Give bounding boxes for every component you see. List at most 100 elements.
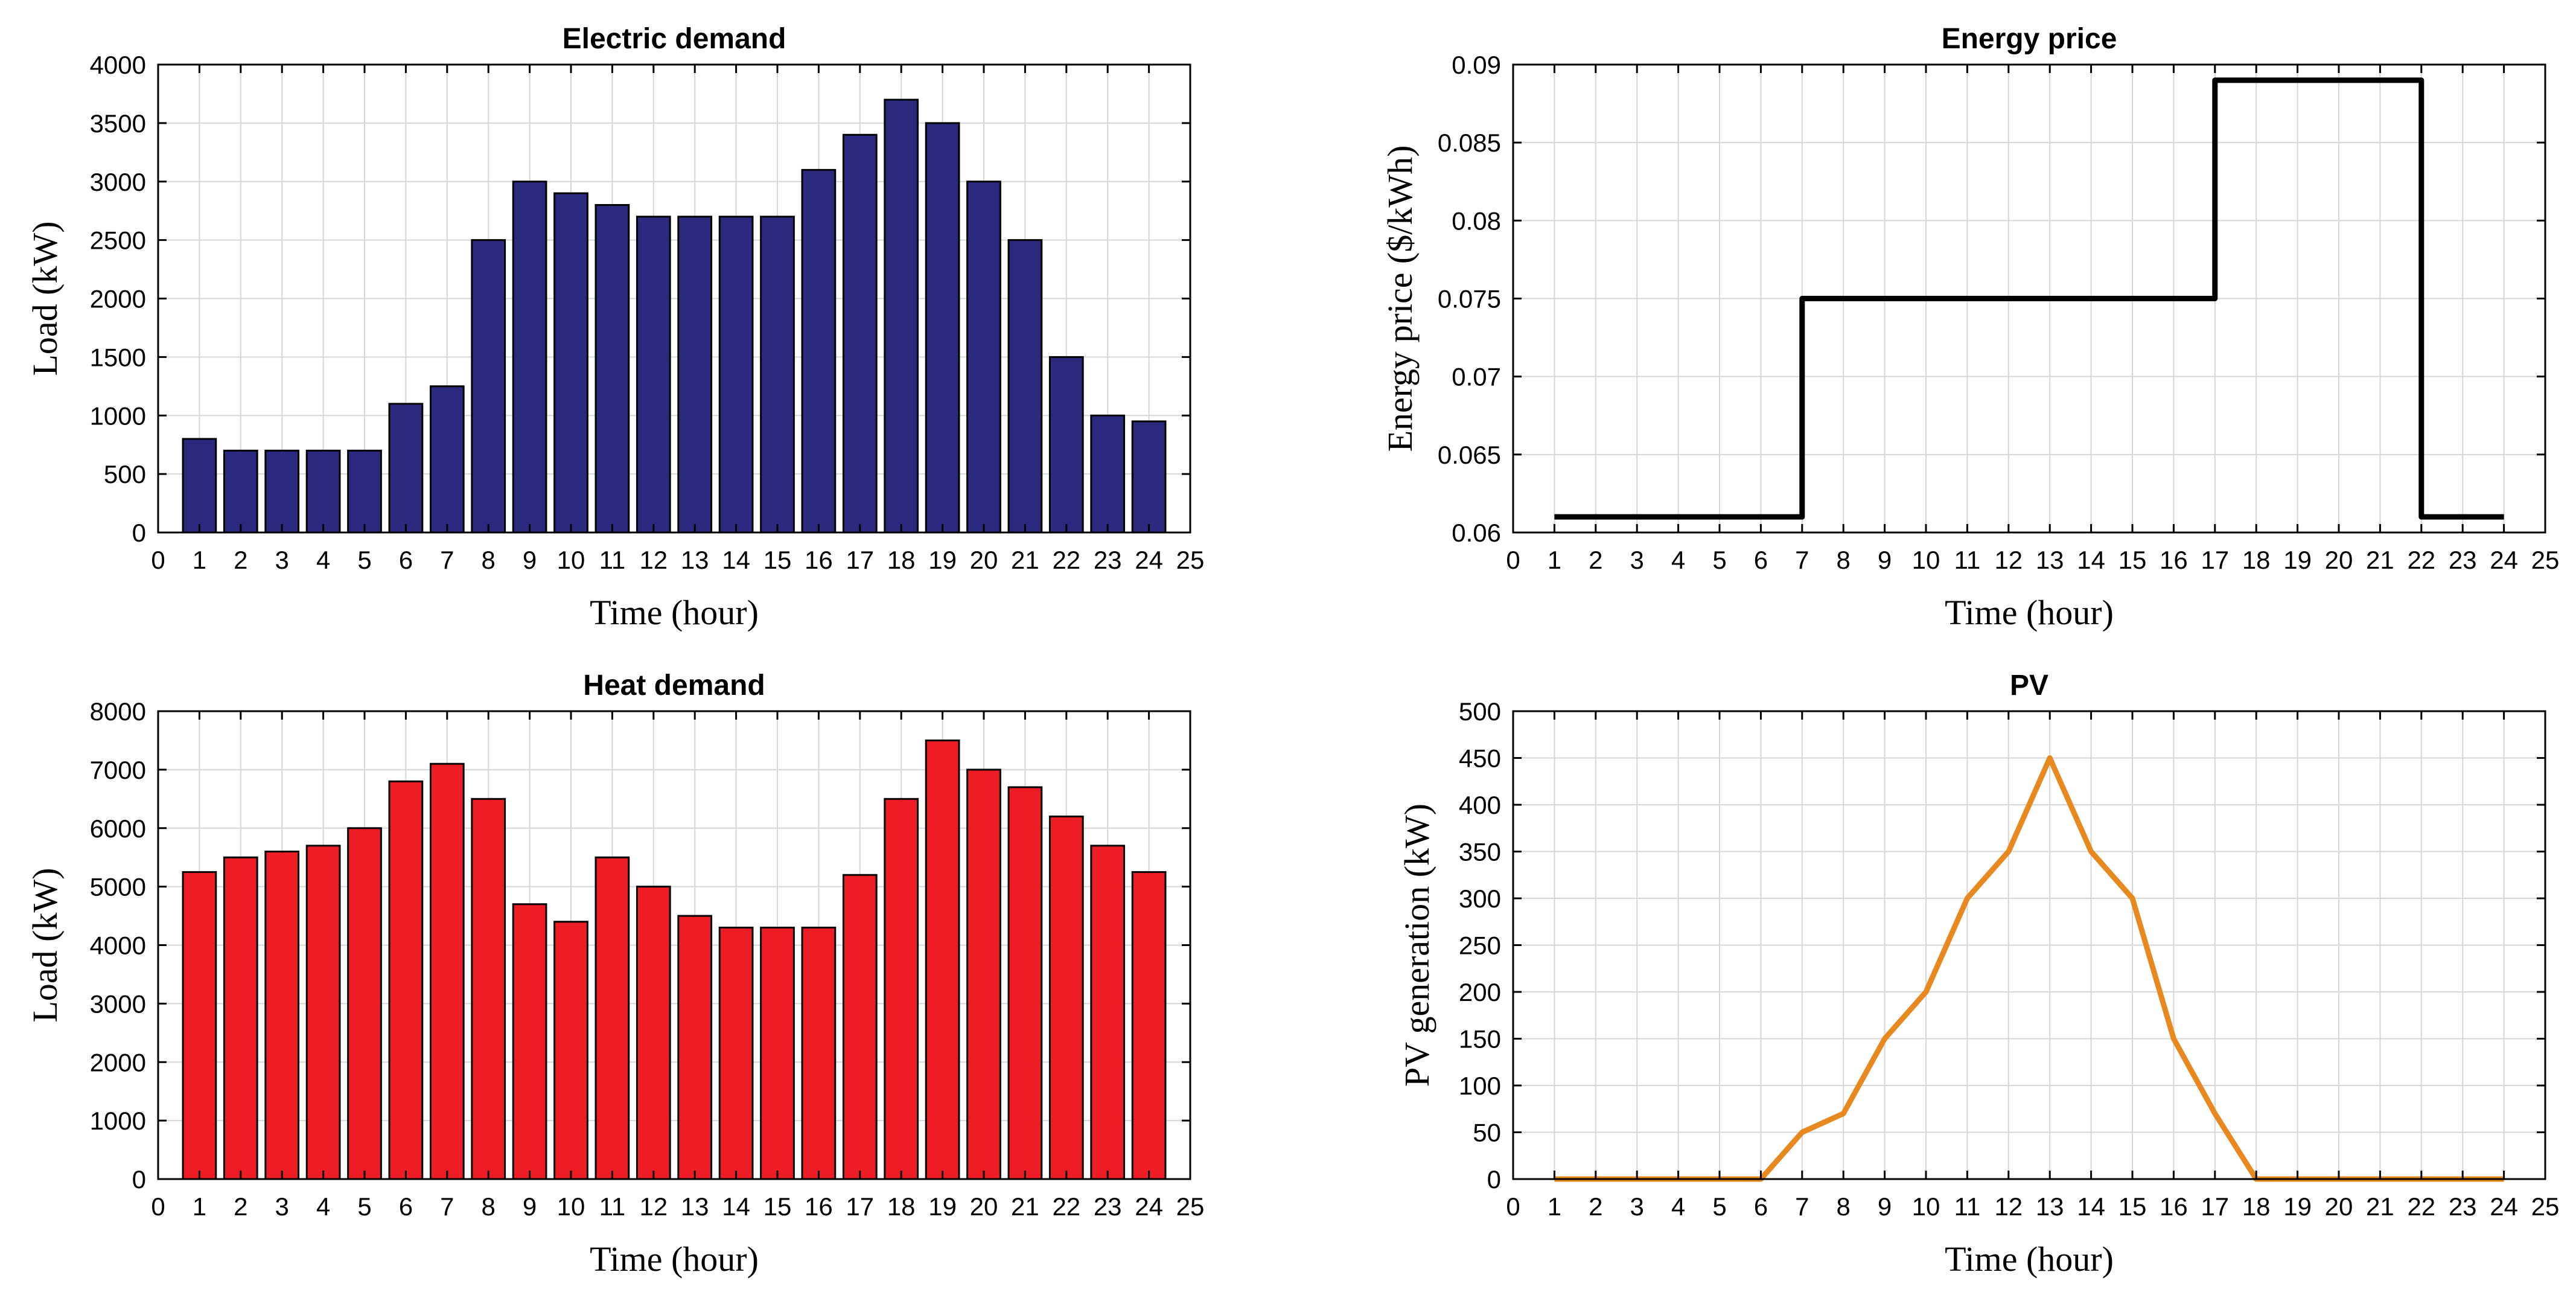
heat-x-axis-label: Time (hour): [590, 1239, 759, 1279]
electric-bar-hour-6: [388, 403, 424, 534]
price-chart: 0 1 2 3 4 5 6 7 8 9 10 11 12 13 14 15 16 17 18 19 20 21 22 23 24…: [1380, 23, 2559, 632]
price-y-tick-label: 0.085: [1438, 129, 1501, 157]
heat-y-axis-label: Load (kW): [25, 868, 65, 1022]
heat-x-tick-label: 16: [805, 1192, 833, 1221]
heat-x-tick-label: 22: [1052, 1192, 1080, 1221]
electric-bar-hour-14: [718, 216, 754, 534]
electric-bar-hour-19: [925, 122, 960, 534]
pv-x-tick-label: 12: [1994, 1192, 2023, 1221]
price-x-tick-label: 1: [1548, 546, 1561, 574]
electric-bar-hour-4: [305, 449, 341, 534]
heat-y-tick-label: 2000: [90, 1048, 146, 1076]
pv-x-tick-label: 15: [2119, 1192, 2147, 1221]
heat-x-tick-label: 17: [846, 1192, 874, 1221]
electric-x-tick-label: 6: [399, 546, 413, 574]
pv-x-tick-label: 21: [2366, 1192, 2394, 1221]
pv-x-tick-label: 24: [2490, 1192, 2518, 1221]
heat-bar-hour-10: [553, 921, 588, 1180]
electric-bar-hour-2: [223, 449, 258, 534]
price-y-tick-label: 0.065: [1438, 441, 1501, 469]
price-x-tick-label: 21: [2366, 546, 2394, 574]
heat-x-tick-label: 14: [722, 1192, 750, 1221]
price-x-tick-label: 4: [1671, 546, 1685, 574]
heat-bar-hour-23: [1090, 845, 1126, 1180]
heat-bar-hour-15: [760, 926, 795, 1180]
price-y-tick-label: 0.075: [1438, 285, 1501, 313]
price-x-tick-label: 18: [2242, 546, 2271, 574]
pv-x-tick-label: 23: [2449, 1192, 2477, 1221]
price-y-tick-label: 0.06: [1452, 519, 1501, 547]
electric-x-tick-label: 4: [316, 546, 330, 574]
heat-bar-hour-3: [264, 851, 300, 1180]
electric-bar-hour-16: [801, 168, 837, 534]
electric-y-tick-label: 2000: [90, 285, 146, 313]
heat-bar-hour-1: [182, 871, 217, 1180]
heat-x-tick-label: 20: [970, 1192, 998, 1221]
electric-y-tick-label: 1000: [90, 401, 146, 430]
electric-bar-hour-7: [429, 385, 465, 534]
heat-x-tick-label: 24: [1135, 1192, 1163, 1221]
heat-bar-hour-24: [1131, 871, 1167, 1180]
heat-bar-hour-8: [471, 798, 506, 1180]
heat-y-tick-label: 7000: [90, 756, 146, 784]
electric-x-tick-label: 8: [482, 546, 496, 574]
price-x-tick-label: 13: [2036, 546, 2064, 574]
heat-y-tick-label: 6000: [90, 814, 146, 843]
price-x-tick-label: 15: [2119, 546, 2147, 574]
pv-x-tick-label: 11: [1954, 1192, 1981, 1221]
heat-x-tick-label: 10: [557, 1192, 585, 1221]
price-x-tick-label: 23: [2449, 546, 2477, 574]
electric-bar-hour-23: [1090, 414, 1126, 534]
pv-y-tick-label: 300: [1459, 884, 1501, 913]
electric-x-tick-label: 9: [523, 546, 537, 574]
electric-bar-hour-1: [182, 438, 217, 534]
price-x-tick-label: 0: [1506, 546, 1520, 574]
electric-x-tick-label: 17: [846, 546, 874, 574]
electric-x-axis-label: Time (hour): [590, 593, 759, 632]
pv-x-tick-label: 6: [1754, 1192, 1768, 1221]
electric-x-tick-label: 3: [275, 546, 289, 574]
price-x-tick-label: 24: [2490, 546, 2518, 574]
electric-x-tick-label: 0: [151, 546, 165, 574]
heat-y-tick-label: 5000: [90, 873, 146, 901]
pv-x-tick-label: 2: [1589, 1192, 1602, 1221]
heat-x-tick-label: 0: [151, 1192, 165, 1221]
heat-bar-hour-21: [1007, 786, 1043, 1180]
electric-x-tick-label: 24: [1135, 546, 1163, 574]
heat-bar-hour-17: [842, 874, 878, 1180]
electric-y-tick-label: 3500: [90, 109, 146, 138]
pv-x-tick-label: 25: [2531, 1192, 2560, 1221]
electric-x-tick-label: 20: [970, 546, 998, 574]
heat-bar-hour-6: [388, 780, 424, 1180]
electric-chart-title: Electric demand: [563, 23, 786, 55]
electric-x-tick-label: 2: [234, 546, 247, 574]
heat-x-tick-label: 25: [1176, 1192, 1205, 1221]
heat-x-tick-label: 6: [399, 1192, 413, 1221]
heat-x-tick-label: 23: [1094, 1192, 1122, 1221]
pv-y-tick-label: 250: [1459, 932, 1501, 960]
heat-x-tick-label: 19: [928, 1192, 957, 1221]
pv-y-tick-label: 100: [1459, 1072, 1501, 1100]
electric-y-tick-label: 500: [104, 460, 146, 488]
heat-bar-hour-7: [429, 762, 465, 1180]
electric-bar-hour-18: [884, 98, 919, 534]
electric-x-tick-label: 18: [887, 546, 916, 574]
heat-x-tick-label: 2: [234, 1192, 247, 1221]
electric-x-tick-label: 25: [1176, 546, 1205, 574]
electric-y-tick-label: 1500: [90, 343, 146, 371]
electric-y-tick-label: 3000: [90, 168, 146, 196]
pv-y-tick-label: 150: [1459, 1025, 1501, 1053]
heat-bar-hour-18: [884, 798, 919, 1180]
electric-y-axis-label: Load (kW): [25, 221, 65, 376]
price-y-tick-label: 0.09: [1452, 51, 1501, 79]
heat-x-tick-label: 1: [193, 1192, 206, 1221]
price-y-tick-label: 0.07: [1452, 363, 1501, 391]
electric-x-tick-label: 1: [193, 546, 206, 574]
price-x-tick-label: 17: [2201, 546, 2229, 574]
pv-x-tick-label: 20: [2325, 1192, 2353, 1221]
price-x-tick-label: 8: [1837, 546, 1851, 574]
pv-x-tick-label: 5: [1712, 1192, 1726, 1221]
electric-x-tick-label: 16: [805, 546, 833, 574]
heat-y-tick-label: 4000: [90, 932, 146, 960]
heat-x-tick-label: 13: [681, 1192, 709, 1221]
